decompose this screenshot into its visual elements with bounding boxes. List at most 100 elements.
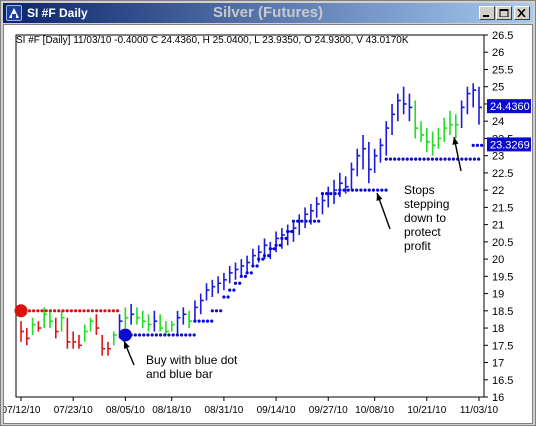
price-chart[interactable]: 16 16.5 17 17.5 18 18.5 19 19.5 20 20.5 21 21.5 22 22… [4, 25, 532, 423]
buy-stop-dot [146, 333, 150, 337]
buy-stop-dot [477, 157, 481, 161]
buy-stop-dot [255, 264, 259, 268]
buy-stop-dot [471, 143, 475, 147]
buy-stop-dot [284, 236, 288, 241]
buy-stop-dot [426, 157, 430, 161]
sell-stop-dot [116, 309, 120, 313]
buy-stop-dot [201, 319, 205, 323]
sell-stop-dot [44, 309, 48, 313]
y-tick-label: 16 [492, 392, 504, 404]
x-tick-label: 10/08/10 [355, 405, 394, 416]
buy-stop-dot [171, 333, 175, 337]
y-tick-label: 18.5 [492, 306, 513, 318]
buy-stop-dot [226, 295, 230, 299]
buy-stop-dot [257, 257, 261, 261]
sell-stop-dot [53, 309, 57, 313]
x-tick-label: 09/14/10 [257, 405, 296, 416]
buy-stop-dot [249, 271, 253, 275]
y-tick-label: 25 [492, 82, 504, 94]
buy-stop-dot [480, 143, 484, 147]
buy-stop-dot [261, 257, 265, 261]
buy-stop-dot [210, 309, 214, 313]
buy-stop-dot [304, 219, 308, 223]
buy-stop-dot [154, 333, 158, 337]
buy-stop-dot [333, 191, 337, 196]
buy-stop-dot [430, 157, 435, 161]
buy-stop-dot [300, 219, 304, 223]
buy-stop-dot [393, 157, 397, 161]
buy-signal-dot [118, 328, 132, 342]
buy-stop-dot [384, 157, 388, 161]
buy-stop-dot [460, 157, 464, 161]
buy-stop-dot [291, 219, 296, 223]
buy-stop-dot [184, 333, 188, 337]
sell-stop-dot [86, 309, 90, 313]
buy-annotation: Buy with blue dot and blue bar [146, 353, 238, 381]
buy-stop-dot [296, 219, 300, 223]
sell-stop-dot [74, 309, 78, 313]
buy-stop-dot [464, 157, 468, 161]
sell-stop-dot [90, 309, 94, 313]
buy-stop-dot [233, 281, 238, 285]
buy-stop-dot [451, 157, 456, 161]
maximize-icon[interactable] [496, 6, 512, 20]
plot-area[interactable]: 16 16.5 17 17.5 18 18.5 19 19.5 20 20.5 21 21.5 22 22… [3, 24, 533, 424]
buy-stop-dot [342, 188, 346, 192]
buy-stop-dot [243, 274, 248, 278]
buy-stop-dot [346, 188, 350, 192]
buy-stop-dot [337, 191, 341, 196]
buy-stop-dot [245, 271, 249, 275]
x-tick-label: 08/05/10 [106, 405, 145, 416]
buy-stop-dot [397, 157, 401, 161]
buy-stop-dot [228, 288, 232, 292]
sell-stop-dot [65, 309, 69, 313]
y-tick-label: 20.5 [492, 237, 513, 249]
x-tick-label: 07/12/10 [4, 405, 41, 416]
y-tick-label: 17.5 [492, 340, 513, 352]
buy-stop-dot [435, 157, 439, 161]
buy-stop-dot [158, 333, 163, 337]
sell-stop-dot [57, 309, 61, 313]
buy-stop-dot [439, 157, 443, 161]
buy-stop-dot [290, 229, 294, 234]
buy-stop-dot [268, 247, 272, 251]
buy-stop-dot [388, 157, 393, 161]
buy-stop-dot [338, 188, 342, 192]
y-tick-label: 18 [492, 323, 504, 335]
buy-stop-dot [363, 188, 367, 192]
buy-stop-dot [197, 319, 201, 323]
sell-stop-dot [48, 309, 53, 313]
close-icon[interactable] [514, 6, 530, 20]
buy-stop-dot [418, 157, 422, 161]
last-price-tag: 24.4360 [490, 101, 530, 113]
y-tick-label: 26 [492, 47, 504, 59]
y-tick-label: 25.5 [492, 64, 513, 76]
sell-stop-dot [61, 309, 65, 313]
buy-stop-dot [384, 188, 388, 192]
title-bar[interactable]: SI #F Daily Silver (Futures) [3, 3, 533, 23]
buy-stop-dot [251, 264, 255, 268]
y-tick-label: 16.5 [492, 375, 513, 387]
buy-stop-dot [409, 157, 414, 161]
sell-stop-dot [111, 309, 115, 313]
buy-stop-dot [137, 333, 142, 337]
sell-stop-dot [103, 309, 107, 313]
buy-stop-dot [167, 333, 171, 337]
sell-stop-dot [99, 309, 103, 313]
plot-border [15, 34, 485, 398]
minimize-icon[interactable] [479, 6, 495, 20]
buy-stop-dot [205, 319, 210, 323]
buy-stop-dot [232, 288, 236, 292]
sell-stop-dot [95, 309, 99, 313]
buy-stop-dot [371, 188, 376, 192]
buy-stop-dot [278, 243, 282, 247]
buy-stop-dot [447, 157, 451, 161]
stop-price-tag-bg [487, 137, 531, 152]
buy-stop-dot [329, 191, 333, 196]
stops-arrow-2-head [452, 137, 459, 145]
buy-stop-dot [350, 188, 355, 192]
chart-window-icon[interactable] [6, 5, 22, 21]
x-tick-label: 08/31/10 [204, 405, 243, 416]
sell-stop-dot [32, 309, 36, 313]
